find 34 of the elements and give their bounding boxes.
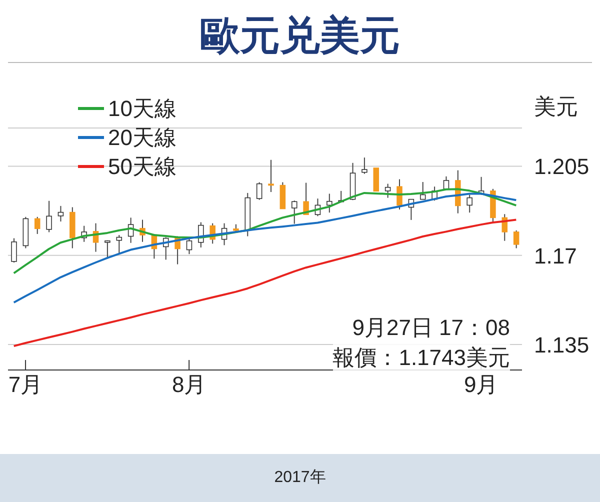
x-tick-label: 9月 [464,372,498,397]
y-tick-label: 1.17 [534,243,577,268]
candlestick [396,178,402,210]
legend-label: 20天線 [108,124,176,152]
legend-label: 10天線 [108,95,176,123]
candlestick [186,238,192,255]
x-tick-label: 7月 [8,372,43,397]
candlestick [466,194,472,214]
candlestick [34,216,40,234]
y-tick-label: 1.205 [534,154,590,180]
candlestick [384,183,391,198]
candlestick [11,238,17,263]
candlestick [46,200,52,233]
candlestick [373,168,380,192]
x-axis-title: 2017年 [0,454,600,502]
y-tick-label: 1.135 [534,332,590,358]
annotation: 報價：1.1743美元 [332,344,510,372]
candlestick [291,200,298,224]
candlestick [58,205,64,222]
line-series [12,218,518,348]
y-axis-title: 美元 [534,93,578,121]
candlestick [268,159,274,192]
x-tick-label: 8月 [172,372,206,397]
candlestick [280,182,286,210]
candlestick [116,234,122,255]
candlestick [362,157,368,174]
legend-label: 50天線 [108,153,176,181]
candlestick [256,182,262,200]
candlestick [443,176,450,190]
candlestick [513,230,520,249]
chart-title: 歐元兑美元 [199,13,401,60]
candlestick [326,193,332,214]
annotation: 9月27日 17：08 [351,314,510,342]
candlestick [420,182,426,200]
